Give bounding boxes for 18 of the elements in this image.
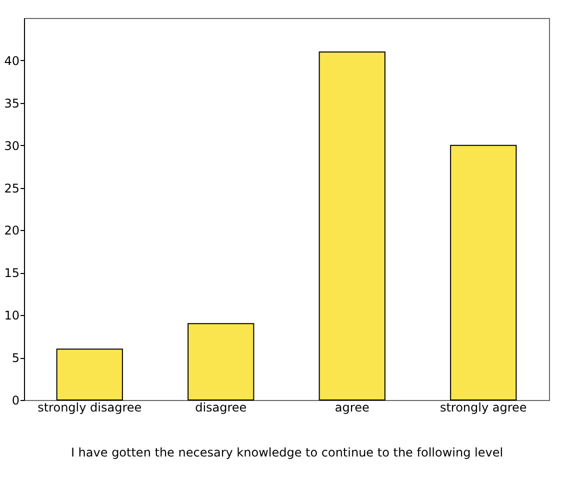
bar [318,51,386,400]
x-tick-label: strongly agree [440,400,527,414]
y-tick-label: 10 [4,308,20,323]
bar [56,348,123,400]
y-tick-label: 20 [4,224,20,238]
y-tick-label: 0 [12,394,20,408]
bar [188,323,254,400]
y-tick-label: 30 [4,138,20,153]
y-tick-label: 5 [12,351,20,366]
x-tick-label: disagree [195,400,247,414]
y-tick-label: 15 [4,266,20,280]
y-tick-label: 40 [4,54,20,68]
y-tick-label: 25 [4,181,20,196]
x-axis-title: I have gotten the necesary knowledge to continue to the following level [70,446,504,460]
y-tick-label: 35 [4,96,20,110]
x-tick-label: agree [334,400,370,414]
x-tick-label: strongly disagree [38,400,142,414]
bar [450,144,517,400]
